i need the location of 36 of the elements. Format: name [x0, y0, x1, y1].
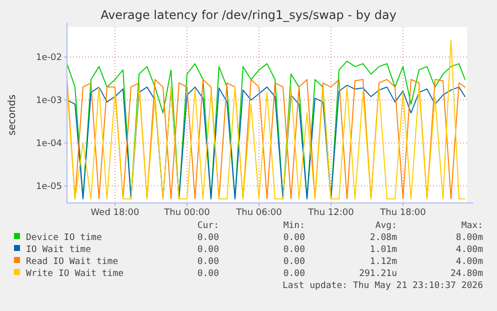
text: 24.80m [450, 269, 483, 279]
text: 2.08m [370, 233, 397, 243]
y-tick-label: 1e-02 [36, 53, 62, 64]
text: 0.00 [283, 245, 305, 255]
text: 0.00 [197, 245, 219, 255]
text: Cur: [197, 221, 219, 231]
text: 0.00 [197, 257, 219, 267]
legend-label: Device IO time [26, 233, 102, 243]
text: 0.00 [197, 233, 219, 243]
x-tick-label: Thu 06:00 [235, 208, 282, 218]
text: 1.01m [370, 245, 397, 255]
text: 0.00 [283, 233, 305, 243]
chart-title: Average latency for /dev/ring1_sys/swap - by day [100, 8, 396, 22]
text: 291.21u [359, 269, 397, 279]
text: Last update: Thu May 21 23:10:37 2026 [282, 281, 483, 291]
y-tick-label: 1e-05 [36, 182, 62, 192]
legend-label: Read IO Wait time [26, 257, 118, 267]
y-axis-title: seconds [7, 94, 18, 136]
text: 0.00 [197, 269, 219, 279]
text: 4.00m [456, 257, 483, 267]
x-tick-label: Thu 00:00 [163, 208, 210, 218]
legend-label: IO Wait time [26, 245, 92, 255]
text: 1.12m [370, 257, 397, 267]
text: 0.00 [283, 269, 305, 279]
text: 4.00m [456, 245, 483, 255]
x-tick-label: Thu 12:00 [307, 208, 354, 218]
y-tick-label: 1e-03 [36, 96, 62, 106]
legend-label: Write IO Wait time [26, 269, 124, 279]
text: Avg: [375, 221, 397, 231]
x-tick-label: Wed 18:00 [90, 208, 140, 218]
text: Min: [283, 221, 305, 231]
text: 0.00 [283, 257, 305, 267]
text: 8.00m [456, 233, 483, 243]
y-tick-label: 1e-04 [36, 139, 62, 150]
x-tick-label: Thu 18:00 [379, 208, 426, 218]
text: Max: [461, 221, 483, 231]
